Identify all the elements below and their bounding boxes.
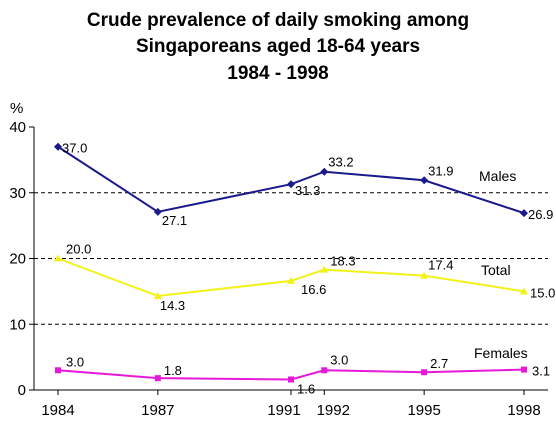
y-tick-label-40: 40 [9, 119, 26, 136]
marker-total-1992 [320, 265, 329, 273]
data-label-total-1991: 16.6 [301, 282, 326, 297]
data-label-total-1987: 14.3 [160, 298, 185, 313]
marker-males-1984 [54, 142, 62, 151]
marker-females-1992 [321, 367, 328, 374]
line-total [57, 257, 525, 297]
data-label-females-1987: 1.8 [164, 363, 182, 378]
x-tick-label-1984: 1984 [41, 402, 74, 419]
data-label-females-1991: 1.6 [297, 381, 315, 396]
data-label-males-1991: 31.3 [295, 183, 320, 198]
series-name-females: Females [474, 345, 528, 361]
x-tick-label-1998: 1998 [507, 402, 540, 419]
y-tick-label-10: 10 [9, 316, 26, 333]
series-total: 20.0 14.3 16.6 18.3 17.4 15.0 Total [54, 242, 555, 313]
data-label-females-1998: 3.1 [532, 364, 550, 379]
marker-males-1991 [287, 180, 295, 189]
marker-total-1991 [287, 276, 295, 284]
line-females [57, 368, 525, 381]
line-males [57, 145, 525, 215]
title-line-3: 1984 - 1998 [227, 63, 328, 84]
data-label-females-1995: 2.7 [430, 356, 448, 371]
x-tick-label-1987: 1987 [141, 402, 174, 419]
data-label-total-1998: 15.0 [530, 285, 555, 300]
data-label-males-1987: 27.1 [162, 213, 187, 228]
data-label-males-1992: 33.2 [328, 155, 353, 170]
marker-males-1998 [520, 209, 528, 218]
y-tick-label-20: 20 [9, 251, 26, 268]
marker-males-1987 [153, 207, 162, 216]
series-group: 37.0 27.1 31.3 33.2 31.9 26.9 Males 20.0 14.3 16.… [54, 141, 555, 396]
x-tick-label-1992: 1992 [317, 402, 350, 419]
data-label-males-1998: 26.9 [528, 207, 553, 222]
marker-females-1998 [521, 366, 527, 373]
marker-females-1984 [55, 367, 61, 374]
series-males: 37.0 27.1 31.3 33.2 31.9 26.9 Males [54, 141, 553, 228]
series-name-males: Males [479, 168, 516, 184]
data-label-females-1992: 3.0 [330, 352, 348, 367]
marker-males-1992 [320, 167, 329, 176]
chart-title: Crude prevalence of daily smoking among … [87, 10, 469, 84]
marker-females-1987 [154, 375, 161, 382]
data-label-males-1995: 31.9 [428, 163, 453, 178]
marker-females-1995 [421, 369, 428, 376]
data-label-males-1984: 37.0 [62, 141, 87, 156]
x-tick-label-1991: 1991 [267, 402, 300, 419]
data-label-total-1992: 18.3 [330, 254, 355, 269]
marker-total-1987 [153, 291, 162, 299]
marker-total-1984 [54, 254, 62, 262]
marker-males-1995 [420, 176, 429, 185]
marker-total-1995 [420, 271, 429, 279]
title-line-1: Crude prevalence of daily smoking among [87, 10, 469, 31]
gridlines [34, 192, 548, 325]
y-tick-label-0: 0 [18, 382, 26, 399]
y-tick-labels: 0 10 20 30 40 [9, 119, 34, 399]
series-females: 3.0 1.8 1.6 3.0 2.7 3.1 Females [55, 345, 550, 396]
y-axis-label: % [10, 100, 23, 117]
y-tick-label-30: 30 [9, 185, 26, 202]
data-label-females-1984: 3.0 [66, 354, 84, 369]
data-label-total-1984: 20.0 [66, 242, 91, 257]
marker-females-1991 [288, 376, 294, 383]
data-label-total-1995: 17.4 [428, 258, 453, 273]
series-name-total: Total [481, 262, 511, 278]
x-tick-label-1995: 1995 [407, 402, 440, 419]
x-tick-labels: 1984 1987 1991 1992 1995 1998 [41, 390, 541, 419]
marker-total-1998 [520, 287, 528, 295]
title-line-2: Singaporeans aged 18-64 years [136, 36, 420, 57]
